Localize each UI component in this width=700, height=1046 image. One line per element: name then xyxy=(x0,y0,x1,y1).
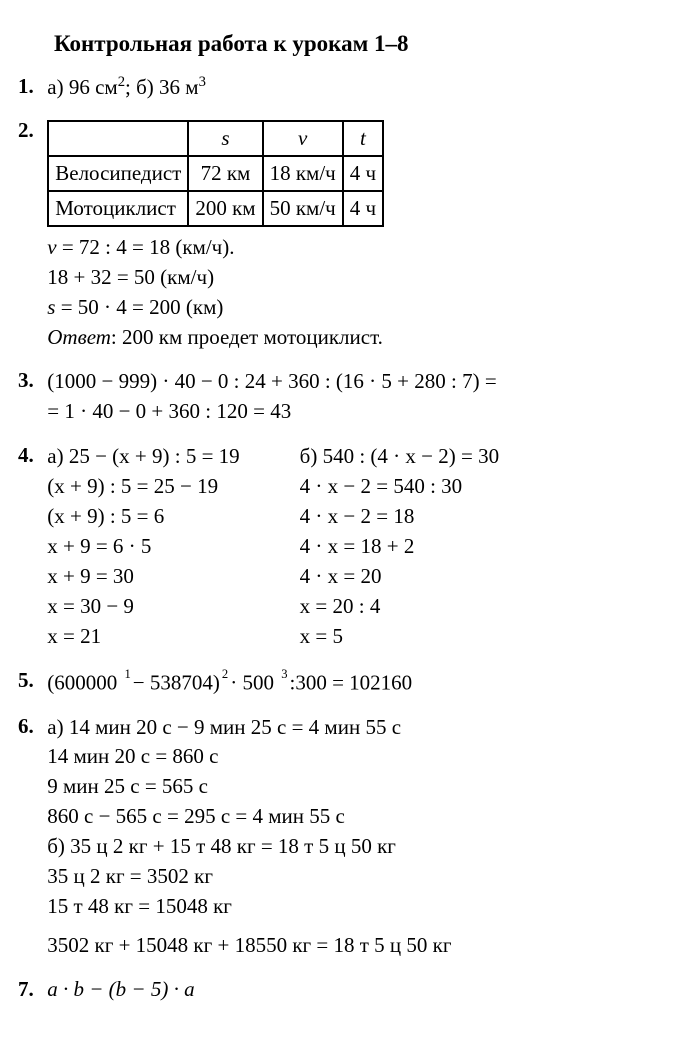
equation-line: 15 т 48 кг = 15048 кг xyxy=(47,892,451,921)
table-cell: 4 ч xyxy=(343,156,383,191)
problem-body: а) 25 − (x + 9) : 5 = 19 (x + 9) : 5 = 2… xyxy=(47,441,499,652)
equation-line: 9 мин 25 с = 565 с xyxy=(47,772,451,801)
text: а) 96 см xyxy=(47,75,117,99)
equation-line: б) 540 : (4 · x − 2) = 30 xyxy=(300,442,499,471)
equation-line: x + 9 = 6 · 5 xyxy=(47,532,239,561)
equation-line: 18 + 32 = 50 (км/ч) xyxy=(47,263,384,292)
problem-6: 6. а) 14 мин 20 с − 9 мин 25 с = 4 мин 5… xyxy=(18,712,682,962)
problem-3: 3. (1000 − 999) · 40 − 0 : 24 + 360 : (1… xyxy=(18,366,682,427)
page-title: Контрольная работа к урокам 1–8 xyxy=(54,28,682,60)
table-cell: s xyxy=(188,121,262,156)
equation-line: (1000 − 999) · 40 − 0 : 24 + 360 : (16 ·… xyxy=(47,367,496,396)
step-marker: 3 xyxy=(281,667,287,681)
answer-text: : 200 км проедет мотоциклист. xyxy=(111,325,383,349)
equation-line: 4 · x = 18 + 2 xyxy=(300,532,499,561)
problem-number: 3. xyxy=(18,366,42,395)
op: − xyxy=(133,671,145,695)
table-cell: t xyxy=(343,121,383,156)
equation-line: (x + 9) : 5 = 6 xyxy=(47,502,239,531)
text: 300 = 102160 xyxy=(295,671,412,695)
table-cell: 200 км xyxy=(188,191,262,226)
equation-line: 4 · x = 20 xyxy=(300,562,499,591)
equation-line: x = 5 xyxy=(300,622,499,651)
problem-5: 5. (600000 1− 538704)2· 500 3:300 = 1021… xyxy=(18,666,682,697)
problem-2: 2. s v t Велосипедист 72 км 18 км/ч 4 ч … xyxy=(18,116,682,353)
problem-body: (600000 1− 538704)2· 500 3:300 = 102160 xyxy=(47,666,412,697)
equation-line: а) 14 мин 20 с − 9 мин 25 с = 4 мин 55 с xyxy=(47,713,451,742)
equation-line: б) 35 ц 2 кг + 15 т 48 кг = 18 т 5 ц 50 … xyxy=(47,832,451,861)
equation-line: v = 72 : 4 = 18 (км/ч). xyxy=(47,233,384,262)
equation-line: (x + 9) : 5 = 25 − 19 xyxy=(47,472,239,501)
equation-line: 860 с − 565 с = 295 с = 4 мин 55 с xyxy=(47,802,451,831)
superscript: 2 xyxy=(118,74,125,90)
equation-line: s = 50 · 4 = 200 (км) xyxy=(47,293,384,322)
problem-7: 7. a · b − (b − 5) · a xyxy=(18,975,682,1004)
table-cell: 4 ч xyxy=(343,191,383,226)
table-cell: Велосипедист xyxy=(48,156,188,191)
equation-line: x + 9 = 30 xyxy=(47,562,239,591)
problem-number: 7. xyxy=(18,975,42,1004)
problem-body: (1000 − 999) · 40 − 0 : 24 + 360 : (16 ·… xyxy=(47,366,496,427)
step-marker: 2 xyxy=(222,667,228,681)
step-marker: 1 xyxy=(125,667,131,681)
table-cell xyxy=(48,121,188,156)
table-row: Мотоциклист 200 км 50 км/ч 4 ч xyxy=(48,191,383,226)
table-cell: 18 км/ч xyxy=(263,156,343,191)
text: ; б) 36 м xyxy=(125,75,199,99)
equation-line: 14 мин 20 с = 860 с xyxy=(47,742,451,771)
text: = 50 · 4 = 200 (км) xyxy=(55,295,223,319)
data-table: s v t Велосипедист 72 км 18 км/ч 4 ч Мот… xyxy=(47,120,384,227)
equation-line: 4 · x − 2 = 18 xyxy=(300,502,499,531)
table-cell: 50 км/ч xyxy=(263,191,343,226)
table-cell: 72 км xyxy=(188,156,262,191)
var: v xyxy=(47,235,56,259)
table-cell: Мотоциклист xyxy=(48,191,188,226)
table-cell: v xyxy=(263,121,343,156)
equation-line: = 1 · 40 − 0 + 360 : 120 = 43 xyxy=(47,397,496,426)
problem-body: а) 96 см2; б) 36 м3 xyxy=(47,72,206,102)
equation-line: x = 30 − 9 xyxy=(47,592,239,621)
superscript: 3 xyxy=(199,74,206,90)
answer-line: Ответ: 200 км проедет мотоциклист. xyxy=(47,323,384,352)
table-row: s v t xyxy=(48,121,383,156)
problem-body: а) 14 мин 20 с − 9 мин 25 с = 4 мин 55 с… xyxy=(47,712,451,962)
problem-body: s v t Велосипедист 72 км 18 км/ч 4 ч Мот… xyxy=(47,116,384,353)
column-a: а) 25 − (x + 9) : 5 = 19 (x + 9) : 5 = 2… xyxy=(47,441,239,652)
text: = 72 : 4 = 18 (км/ч). xyxy=(57,235,235,259)
answer-label: Ответ xyxy=(47,325,111,349)
text: 538704) xyxy=(145,671,220,695)
table-row: Велосипедист 72 км 18 км/ч 4 ч xyxy=(48,156,383,191)
text: 500 xyxy=(237,671,279,695)
problem-number: 4. xyxy=(18,441,42,470)
column-b: б) 540 : (4 · x − 2) = 30 4 · x − 2 = 54… xyxy=(300,441,499,652)
equation-line: 4 · x − 2 = 540 : 30 xyxy=(300,472,499,501)
problem-number: 2. xyxy=(18,116,42,145)
equation-line: 35 ц 2 кг = 3502 кг xyxy=(47,862,451,891)
equation-line: 3502 кг + 15048 кг + 18550 кг = 18 т 5 ц… xyxy=(47,931,451,960)
problem-number: 6. xyxy=(18,712,42,741)
problem-4: 4. а) 25 − (x + 9) : 5 = 19 (x + 9) : 5 … xyxy=(18,441,682,652)
problem-1: 1. а) 96 см2; б) 36 м3 xyxy=(18,72,682,102)
equation-line: x = 21 xyxy=(47,622,239,651)
equation-line: x = 20 : 4 xyxy=(300,592,499,621)
problem-number: 1. xyxy=(18,72,42,101)
text: (600000 xyxy=(47,671,122,695)
problem-number: 5. xyxy=(18,666,42,695)
problem-body: a · b − (b − 5) · a xyxy=(47,975,194,1004)
equation-line: а) 25 − (x + 9) : 5 = 19 xyxy=(47,442,239,471)
